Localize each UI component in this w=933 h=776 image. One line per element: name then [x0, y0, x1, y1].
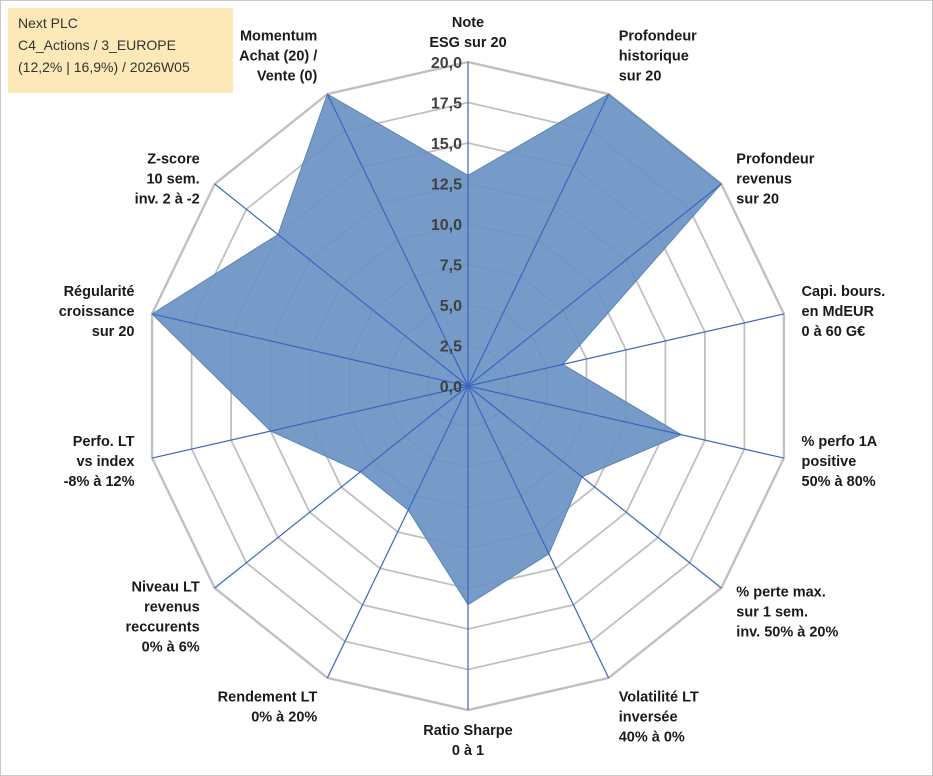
axis-spoke	[326, 385, 469, 679]
info-company: Next PLC	[18, 15, 78, 31]
series-area	[151, 93, 723, 606]
category-label: Ratio Sharpe 0 à 1	[423, 723, 512, 759]
category-label: Rendement LT 0% à 20%	[218, 690, 318, 726]
axis-spoke	[467, 385, 722, 589]
axis-spoke	[151, 385, 469, 459]
category-label: Profondeur historique sur 20	[619, 29, 697, 85]
axis-spoke	[214, 183, 469, 387]
radial-tick-labels: 0,0 2,5 5,0 7,5 10,0 12,5 15,0 17,5 20,0	[431, 55, 462, 396]
radial-tick-label: 0,0	[440, 379, 462, 396]
axis-spoke	[214, 385, 469, 589]
info-performance: (12,2% | 16,9%) / 2026W05	[18, 59, 190, 75]
category-label: Capi. bours. en MdEUR 0 à 60 G€	[802, 284, 886, 340]
axis-spoke	[467, 313, 785, 387]
radar-spokes	[151, 62, 785, 710]
category-label: Régularité croissance sur 20	[59, 284, 135, 340]
axis-spoke	[326, 93, 469, 387]
axis-spoke	[467, 385, 610, 679]
category-label: Volatilité LT inversée 40% à 0%	[619, 690, 699, 746]
radial-tick-label: 12,5	[431, 177, 462, 194]
category-label: Niveau LT revenus reccurents 0% à 6%	[126, 580, 200, 656]
axis-spoke	[467, 183, 722, 387]
radial-tick-label: 7,5	[440, 258, 462, 275]
category-label: Profondeur revenus sur 20	[736, 151, 814, 207]
radial-tick-label: 15,0	[431, 136, 462, 153]
info-box: Next PLC C4_Actions / 3_EUROPE (12,2% | …	[8, 8, 233, 93]
axis-spoke	[467, 385, 785, 459]
category-label: % perte max. sur 1 sem. inv. 50% à 20%	[736, 585, 838, 641]
axis-spoke	[467, 93, 610, 387]
radial-tick-label: 20,0	[431, 55, 462, 72]
category-labels: Note ESG sur 20 Profondeur historique sur 20…	[59, 15, 886, 759]
category-label: % perfo 1A positive 50% à 80%	[802, 434, 878, 490]
radar-series	[151, 93, 723, 606]
category-label: Z-score 10 sem. inv. 2 à -2	[135, 151, 200, 207]
info-category: C4_Actions / 3_EUROPE	[18, 37, 176, 53]
category-label: Momentum Achat (20) / Vente (0)	[239, 29, 317, 85]
radial-tick-label: 17,5	[431, 96, 462, 113]
axis-spoke	[151, 313, 469, 387]
category-label: Note ESG sur 20	[429, 15, 506, 51]
radial-tick-label: 2,5	[440, 339, 462, 356]
radial-tick-label: 10,0	[431, 217, 462, 234]
category-label: Perfo. LT vs index -8% à 12%	[64, 434, 135, 490]
radial-tick-label: 5,0	[440, 298, 462, 315]
